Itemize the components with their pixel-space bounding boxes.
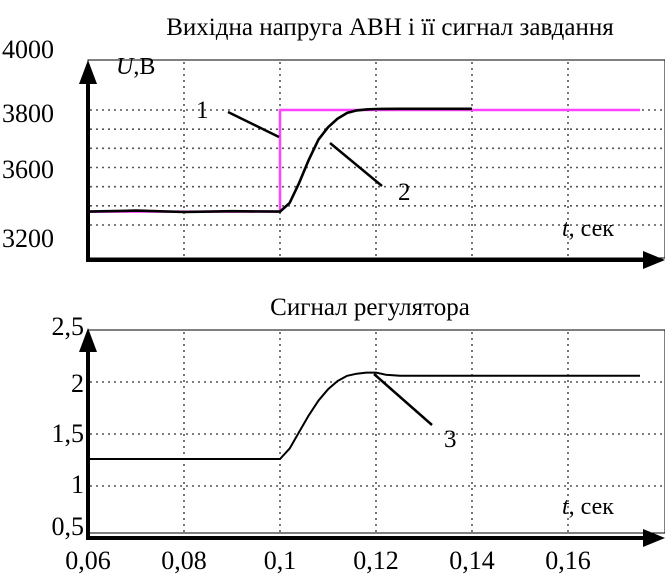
callout-leader-2 [329,142,383,187]
y-tick-label: 3600 [2,155,54,184]
series-lines [87,107,640,214]
chart-controller-signal: Сигнал регулятора 2,521,510,5 0,06 0,08 0,… [52,294,665,575]
series-line-3 [88,371,640,460]
x-tick-labels: 0,06 0,08 0,1 0,12 0,14 0,16 [65,546,591,575]
chart-title: Сигнал регулятора [270,294,470,321]
x-tick-label: 0,14 [449,546,495,575]
x-axis-unit: , сек [569,494,615,520]
y-tick-labels: 4000 3800 3600 3200 [2,35,54,253]
chart-output-voltage: Вихідна напруга АВН і її сигнал завдання… [2,14,665,269]
y-axis-arrow [79,328,97,352]
y-tick-label: 3200 [2,224,54,253]
series-lines [88,371,640,460]
series-line-1 [88,108,640,213]
y-axis-unit: ,В [133,54,155,80]
chart-title: Вихідна напруга АВН і її сигнал завдання [166,14,614,41]
grid [90,332,663,534]
callouts: 3 [373,373,457,453]
y-axis-label: U,В [116,54,155,80]
callout-label-1: 1 [196,97,209,124]
y-tick-label: 1,5 [52,419,85,448]
x-axis-label: t, сек [562,494,614,520]
y-tick-label: 0,5 [52,512,85,541]
y-tick-label: 1 [71,470,84,499]
x-axis-arrow [643,251,665,269]
y-tick-label: 4000 [2,35,54,64]
y-axis-variable: U [116,54,135,80]
y-tick-label: 3800 [2,99,54,128]
x-tick-label: 0,16 [545,546,591,575]
y-tick-label: 2,5 [52,312,85,341]
y-tick-labels: 2,5 2 1,5 1 0,5 [52,312,85,541]
x-tick-label: 0,08 [161,546,207,575]
x-tick-label: 0,1 [264,546,297,575]
callout-leader-3 [373,373,433,426]
x-axis-unit: , сек [569,216,615,242]
callout-label-3: 3 [444,426,457,453]
x-axis-variable: t [562,494,570,520]
x-axis-arrow [643,529,665,547]
x-tick-label: 0,06 [65,546,111,575]
y-tick-label: 2 [71,369,84,398]
y-axis-arrow [79,60,97,84]
callout-leader-1 [227,110,280,139]
series-line-2 [87,107,472,214]
x-axis-label: t, сек [562,216,614,242]
x-tick-label: 0,12 [353,546,399,575]
callouts: 12 [196,97,411,206]
x-axis-variable: t [562,216,570,242]
callout-label-2: 2 [398,179,411,206]
